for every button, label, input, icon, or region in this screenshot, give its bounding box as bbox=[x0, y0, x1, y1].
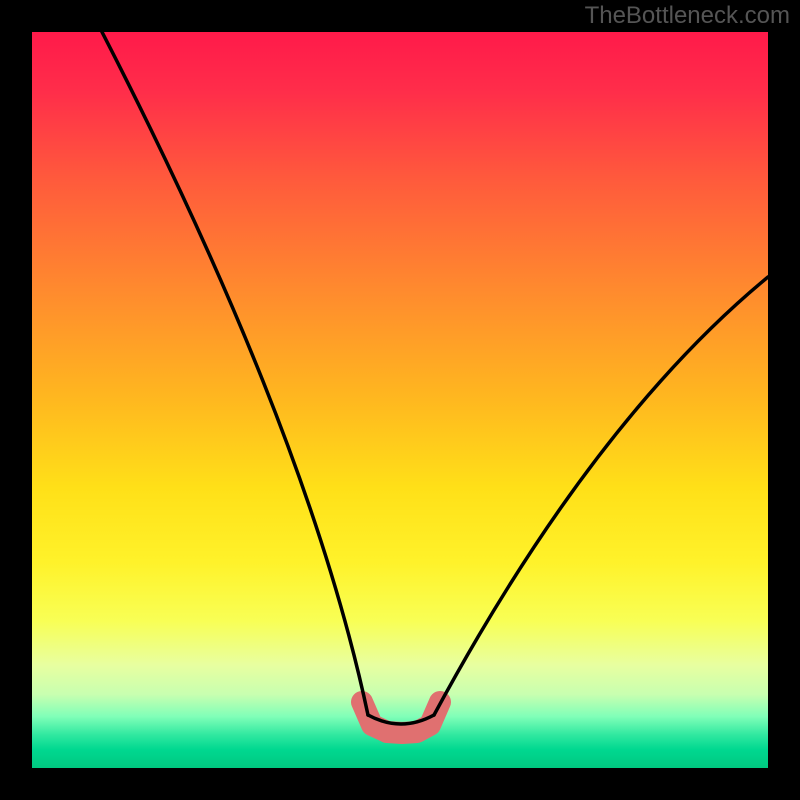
chart-container: { "watermark": { "text": "TheBottleneck.… bbox=[0, 0, 800, 800]
bottleneck-chart bbox=[32, 32, 768, 768]
gradient-background bbox=[32, 32, 768, 768]
watermark-text: TheBottleneck.com bbox=[585, 2, 790, 30]
